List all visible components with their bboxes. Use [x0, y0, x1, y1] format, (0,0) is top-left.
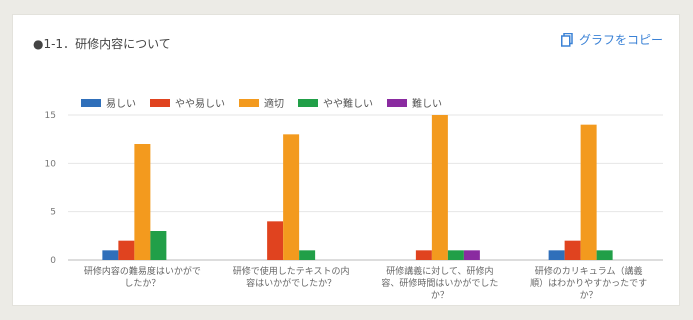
legend-label: 適切 [264, 99, 284, 110]
legend-item: やや難しい [298, 95, 373, 110]
bar [580, 124, 597, 261]
chart-card: ●1-1．研修内容について グラフをコピー 易しい やや易しい 適切 やや難しい 難しい… [12, 14, 680, 306]
bar [102, 250, 119, 260]
copy-icon [560, 32, 573, 47]
x-tick-label: 研修で使用したテキストの内 容はいかがでしたか？ [232, 267, 350, 289]
bar [463, 250, 480, 260]
copy-chart-button[interactable]: グラフをコピー [560, 31, 663, 48]
bar [134, 144, 151, 260]
x-tick-label: 研修内容の難易度はいかがで したか？ [83, 267, 201, 289]
bar [299, 250, 316, 260]
legend-label: やや易しい [175, 99, 225, 110]
legend-label: やや難しい [323, 99, 373, 110]
legend-item: やや易しい [150, 95, 225, 110]
bar [447, 250, 464, 260]
bar [564, 240, 581, 260]
x-tick-label: 研修のカリキュラム（講義 順）はわかりやすかったです か？ [530, 267, 648, 301]
legend-swatch [239, 98, 259, 107]
legend-item: 適切 [239, 95, 284, 110]
legend-item: 易しい [81, 95, 136, 110]
bar [415, 250, 432, 260]
chart-title: ●1-1．研修内容について [33, 37, 171, 51]
bar [596, 250, 613, 260]
bar [283, 134, 300, 260]
x-tick-label: 研修講義に対して、研修内 容、研修時間はいかがでした か？ [381, 267, 499, 301]
bar [431, 115, 448, 260]
legend-label: 易しい [106, 99, 136, 110]
bar-plot: 0 5 10 15 [45, 111, 663, 266]
bar [150, 231, 167, 260]
bar [118, 240, 135, 260]
legend-label: 難しい [412, 99, 442, 110]
bar [548, 250, 565, 260]
y-tick-label: 10 [45, 159, 57, 169]
y-tick-label: 5 [50, 208, 56, 218]
legend-swatch [387, 98, 407, 107]
copy-chart-label: グラフをコピー [578, 33, 663, 47]
legend-swatch [298, 98, 318, 107]
y-tick-label: 15 [45, 111, 56, 121]
y-tick-label: 0 [50, 256, 56, 266]
legend-item: 難しい [387, 95, 442, 110]
legend-swatch [150, 98, 170, 107]
legend-swatch [81, 98, 101, 107]
chart-legend: 易しい やや易しい 適切 やや難しい 難しい [81, 95, 442, 110]
bar [267, 221, 284, 260]
